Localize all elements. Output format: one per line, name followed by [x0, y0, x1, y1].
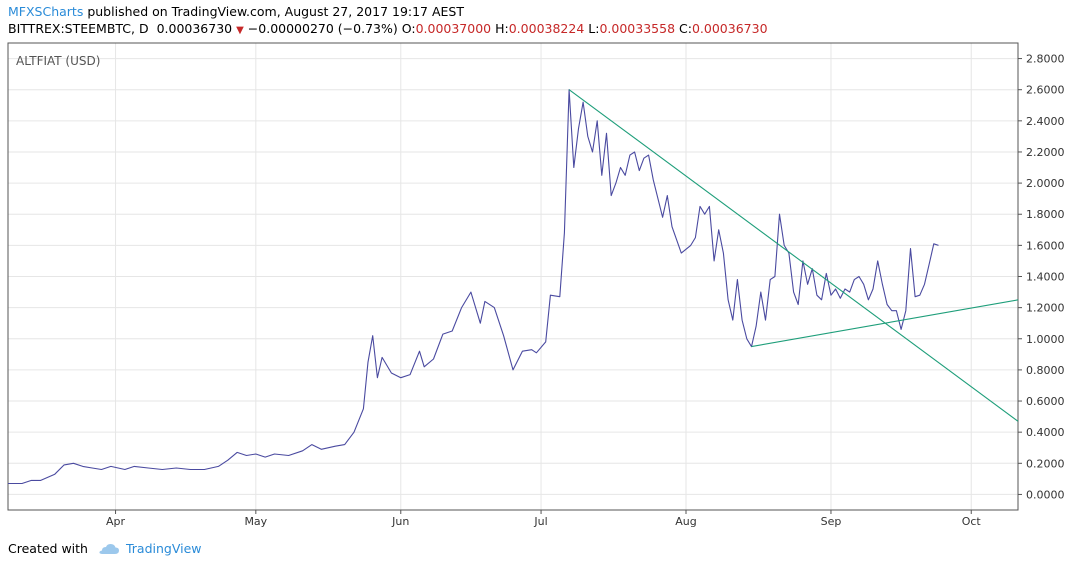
- close-label: C:: [679, 21, 692, 36]
- chart-title: ALTFIAT (USD): [16, 54, 100, 68]
- y-tick-label: 1.8000: [1026, 208, 1065, 221]
- low-value: 0.00033558: [599, 21, 676, 36]
- y-tick-label: 0.0000: [1026, 488, 1065, 501]
- x-tick-label: Apr: [106, 515, 126, 528]
- tradingview-cloud-icon: [98, 543, 120, 555]
- author-link[interactable]: MFXSCharts: [8, 4, 84, 19]
- high-value: 0.00038224: [508, 21, 585, 36]
- y-tick-label: 1.4000: [1026, 271, 1065, 284]
- trendline: [568, 89, 1019, 422]
- symbol-label: BITTREX:STEEMBTC, D: [8, 21, 149, 36]
- x-tick-label: Aug: [675, 515, 696, 528]
- y-tick-label: 1.6000: [1026, 239, 1065, 252]
- tradingview-link[interactable]: TradingView: [125, 541, 202, 556]
- last-price: 0.00036730: [156, 21, 233, 36]
- y-tick-label: 1.2000: [1026, 302, 1065, 315]
- created-with-text: Created with: [8, 541, 88, 556]
- y-tick-label: 0.6000: [1026, 395, 1065, 408]
- x-tick-label: Oct: [962, 515, 982, 528]
- x-tick-label: Jul: [533, 515, 547, 528]
- publish-info: MFXSCharts published on TradingView.com,…: [8, 4, 464, 19]
- y-tick-label: 2.4000: [1026, 115, 1065, 128]
- down-arrow-icon: ▼: [236, 25, 244, 36]
- x-tick-label: Sep: [821, 515, 842, 528]
- published-text: published on TradingView.com, August 27,…: [87, 4, 465, 19]
- trendline: [751, 299, 1019, 348]
- y-tick-label: 0.4000: [1026, 426, 1065, 439]
- x-tick-label: May: [244, 515, 267, 528]
- open-value: 0.00037000: [415, 21, 492, 36]
- y-tick-label: 0.2000: [1026, 457, 1065, 470]
- footer: Created with TradingView: [8, 541, 202, 556]
- price-change: −0.00000270 (−0.73%): [247, 21, 398, 36]
- x-tick-label: Jun: [391, 515, 409, 528]
- y-tick-label: 2.0000: [1026, 177, 1065, 190]
- low-label: L:: [588, 21, 600, 36]
- price-series-line: [8, 89, 939, 485]
- y-tick-label: 2.8000: [1026, 53, 1065, 66]
- y-tick-label: 0.8000: [1026, 364, 1065, 377]
- symbol-info: BITTREX:STEEMBTC, D 0.00036730 ▼ −0.0000…: [8, 21, 768, 36]
- y-tick-label: 2.6000: [1026, 84, 1065, 97]
- y-tick-label: 1.0000: [1026, 333, 1065, 346]
- open-label: O:: [401, 21, 416, 36]
- y-tick-label: 2.2000: [1026, 146, 1065, 159]
- close-value: 0.00036730: [691, 21, 768, 36]
- high-label: H:: [495, 21, 509, 36]
